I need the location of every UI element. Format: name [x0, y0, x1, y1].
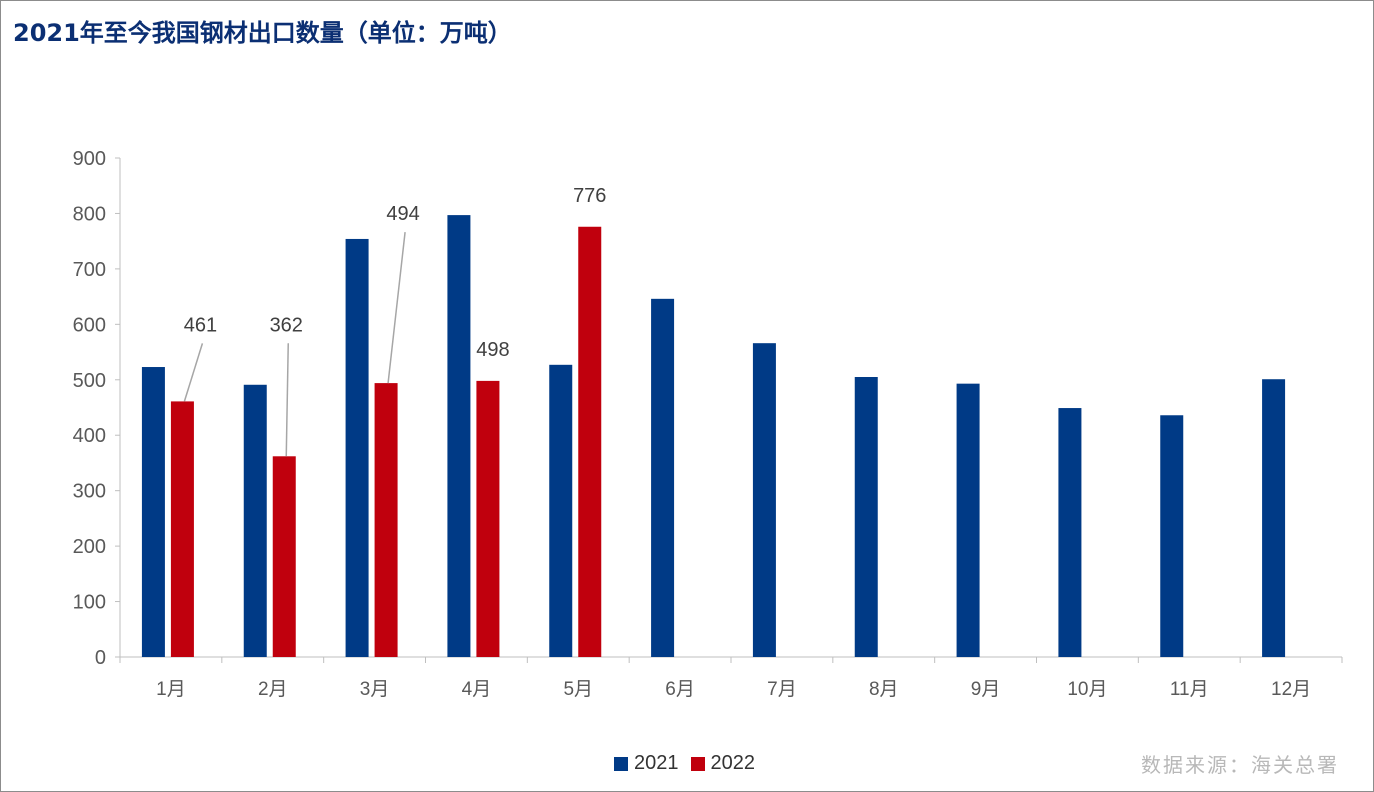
y-tick-label: 700 — [73, 259, 106, 281]
data-label: 498 — [476, 339, 509, 361]
data-label: 461 — [184, 314, 217, 336]
chart-title: 2021年至今我国钢材出口数量（单位：万吨） — [13, 19, 512, 47]
x-tick-label: 4月 — [462, 679, 492, 700]
data-label-leader — [183, 343, 204, 402]
bar-2021-6 — [651, 298, 675, 657]
x-tick-label: 6月 — [665, 679, 695, 700]
legend-swatch-2021 — [614, 756, 628, 771]
data-label: 362 — [270, 314, 303, 336]
data-label: 776 — [573, 185, 606, 207]
bar-2022-4 — [476, 380, 500, 657]
x-tick-label: 11月 — [1170, 679, 1209, 700]
x-tick-label: 8月 — [869, 679, 899, 700]
y-tick-label: 800 — [73, 203, 106, 225]
x-tick-label: 2月 — [258, 679, 288, 700]
legend-label-2021: 2021 — [634, 752, 679, 774]
data-label: 494 — [386, 203, 419, 225]
x-tick-label: 5月 — [563, 679, 593, 700]
legend-swatch-2022 — [690, 756, 705, 771]
x-tick-label: 10月 — [1067, 679, 1107, 700]
legend-label-2022: 2022 — [710, 752, 756, 774]
y-tick-label: 0 — [95, 647, 106, 669]
bar-2021-1 — [141, 367, 165, 657]
bar-2021-12 — [1262, 379, 1286, 657]
bar-2021-5 — [549, 364, 573, 657]
bar-2021-9 — [956, 383, 980, 657]
y-tick-label: 100 — [73, 592, 106, 614]
legend-item-2021: 2021 — [614, 752, 679, 775]
y-tick-label: 600 — [73, 314, 106, 336]
x-tick-label: 12月 — [1271, 679, 1311, 700]
bar-2022-2 — [272, 456, 296, 657]
bar-2021-7 — [752, 343, 776, 657]
bar-2022-1 — [170, 401, 194, 657]
bar-2022-3 — [374, 383, 398, 657]
x-tick-label: 7月 — [767, 679, 797, 700]
bar-2021-8 — [854, 377, 878, 657]
bar-2021-3 — [345, 238, 369, 657]
y-tick-label: 900 — [73, 148, 106, 170]
data-label-leader — [387, 232, 406, 384]
bar-2021-4 — [447, 215, 471, 657]
legend-item-2022: 2022 — [690, 752, 756, 775]
y-tick-label: 300 — [73, 481, 106, 503]
bar-2021-10 — [1058, 408, 1082, 657]
y-tick-label: 400 — [73, 425, 106, 447]
bar-2022-5 — [578, 226, 602, 658]
x-tick-label: 3月 — [360, 679, 390, 700]
legend: 2021 2022 — [614, 752, 759, 775]
x-tick-label: 9月 — [971, 679, 1001, 700]
x-tick-label: 1月 — [156, 679, 186, 700]
source-note: 数据来源：海关总署 — [1141, 753, 1339, 777]
y-tick-label: 200 — [73, 536, 106, 558]
data-label-leader — [285, 343, 289, 457]
bar-2021-11 — [1160, 415, 1184, 657]
bar-2021-2 — [243, 384, 267, 657]
y-tick-label: 500 — [73, 370, 106, 392]
